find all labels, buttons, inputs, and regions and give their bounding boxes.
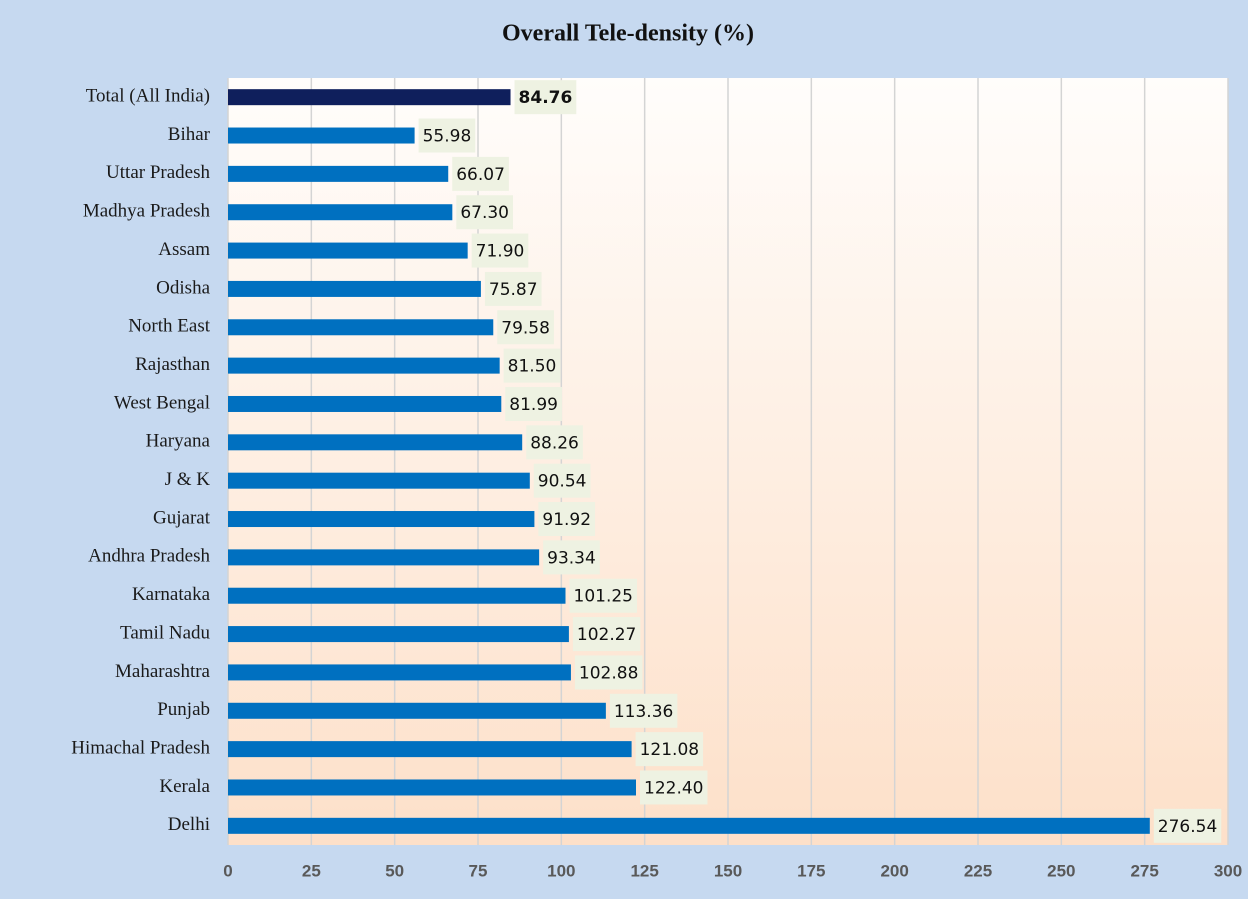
bar <box>228 204 453 221</box>
data-label-bg <box>514 80 577 115</box>
y-tick-label: Tamil Nadu <box>120 622 210 643</box>
y-tick-label: Assam <box>158 239 210 260</box>
data-label-bg <box>572 617 641 652</box>
y-tick-label: Maharashtra <box>115 661 211 682</box>
y-tick-label: West Bengal <box>114 392 210 413</box>
chart-title: Overall Tele-density (%) <box>502 21 754 47</box>
bar <box>228 779 636 796</box>
y-tick-label: Karnataka <box>132 584 211 605</box>
data-label-bg <box>533 463 591 498</box>
bar <box>228 702 606 719</box>
data-label-bg <box>452 156 509 191</box>
x-tick-label: 0 <box>223 861 232 880</box>
data-label-bg <box>609 693 678 728</box>
y-tick-label: J & K <box>165 469 211 490</box>
y-tick-label: Gujarat <box>153 507 211 528</box>
data-label-bg <box>503 348 561 383</box>
data-label-bg <box>543 540 600 575</box>
x-tick-label: 175 <box>797 861 825 880</box>
bar <box>228 319 494 336</box>
data-label-bg <box>574 655 643 690</box>
data-label: 102.27 <box>577 625 636 645</box>
y-tick-label: Rajasthan <box>135 354 210 375</box>
data-label-bg <box>418 118 476 153</box>
data-label: 91.92 <box>542 510 591 530</box>
bar <box>228 242 468 259</box>
y-tick-label: Uttar Pradesh <box>106 162 210 183</box>
x-tick-label: 200 <box>880 861 908 880</box>
bar <box>228 511 535 528</box>
data-label: 81.99 <box>509 395 558 415</box>
bar <box>228 817 1150 834</box>
data-label-bg <box>497 310 554 345</box>
data-label: 113.36 <box>614 702 673 722</box>
bar <box>228 549 540 566</box>
y-tick-label: Delhi <box>168 814 210 835</box>
y-tick-label: Odisha <box>156 277 210 298</box>
data-label: 101.25 <box>574 587 633 607</box>
x-tick-label: 50 <box>385 861 404 880</box>
bar <box>228 357 500 374</box>
data-label: 121.08 <box>640 740 699 760</box>
y-tick-label: Madhya Pradesh <box>83 201 211 222</box>
y-tick-label: Andhra Pradesh <box>88 546 210 567</box>
y-tick-label: Punjab <box>157 699 210 720</box>
data-label: 71.90 <box>476 242 525 262</box>
bar <box>228 587 566 604</box>
data-label: 88.26 <box>530 433 579 453</box>
x-tick-label: 275 <box>1130 861 1158 880</box>
data-label: 276.54 <box>1158 817 1217 837</box>
x-tick-label: 75 <box>469 861 488 880</box>
bar <box>228 395 502 412</box>
x-tick-label: 25 <box>302 861 321 880</box>
bar <box>228 626 569 643</box>
data-label-bg <box>484 271 542 306</box>
data-label-bg <box>526 425 583 460</box>
bar <box>228 472 530 489</box>
data-label-bg <box>456 195 514 230</box>
x-tick-label: 100 <box>547 861 575 880</box>
bar <box>228 165 449 182</box>
data-label-bg <box>505 386 562 421</box>
data-label: 55.98 <box>423 127 472 147</box>
bar <box>228 89 511 106</box>
data-label-bg <box>1153 808 1222 843</box>
x-tick-label: 125 <box>630 861 658 880</box>
data-label: 81.50 <box>508 357 557 377</box>
data-label-bg <box>640 770 708 805</box>
bar <box>228 280 481 297</box>
x-tick-label: 250 <box>1047 861 1075 880</box>
y-tick-label: Haryana <box>146 431 211 452</box>
data-label: 84.76 <box>519 88 573 108</box>
data-label-bg <box>471 233 529 268</box>
y-tick-label: Kerala <box>159 776 210 797</box>
x-tick-label: 225 <box>964 861 992 880</box>
data-label: 75.87 <box>489 280 538 300</box>
x-tick-label: 300 <box>1214 861 1242 880</box>
data-label: 67.30 <box>460 203 509 223</box>
data-label: 102.88 <box>579 663 638 683</box>
y-tick-label: North East <box>128 316 211 337</box>
data-label: 66.07 <box>456 165 505 185</box>
y-tick-label: Himachal Pradesh <box>71 737 210 758</box>
y-tick-label: Total (All India) <box>86 86 210 107</box>
data-label-bg <box>538 502 596 537</box>
x-tick-label: 150 <box>714 861 742 880</box>
bar <box>228 741 632 758</box>
data-label-bg <box>569 578 637 613</box>
data-label: 122.40 <box>644 778 703 798</box>
data-label: 93.34 <box>547 548 596 568</box>
data-label-bg <box>635 732 704 767</box>
bar <box>228 434 523 451</box>
bar <box>228 664 571 681</box>
bar <box>228 127 415 144</box>
data-label: 90.54 <box>538 472 587 492</box>
y-tick-label: Bihar <box>168 124 211 145</box>
data-label: 79.58 <box>501 318 550 338</box>
